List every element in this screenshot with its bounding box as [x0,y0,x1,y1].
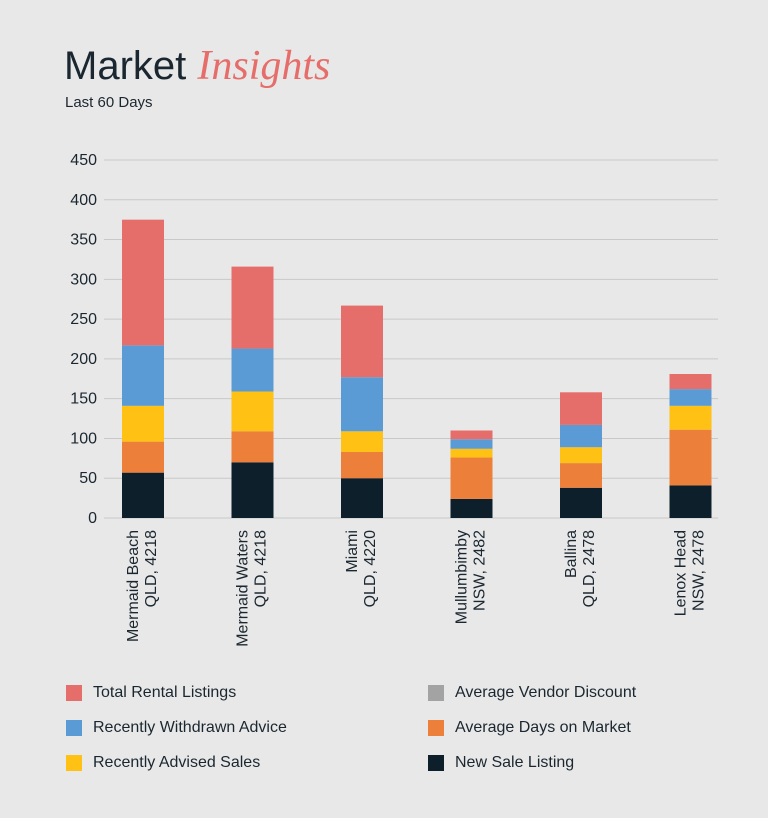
x-tick-label-line: QLD, 2478 [581,530,598,607]
legend-item: Total Rental Listings [66,684,236,702]
bar-segment [450,430,493,440]
bar-segment [122,405,164,442]
bar-segment [450,439,493,449]
x-tick-label: Mermaid WatersQLD, 4218 [235,530,270,647]
legend-swatch [428,755,444,771]
bar-segment [231,348,274,392]
x-tick-label: MiamiQLD, 4220 [344,530,379,607]
bar-segment [231,391,274,432]
legend-swatch [66,720,82,736]
legend-label: Total Rental Listings [93,684,237,701]
legend-label: Average Vendor Discount [455,684,637,701]
y-tick-label: 300 [70,271,97,288]
y-tick-label: 400 [70,192,97,209]
bar-segment [122,472,164,518]
legend-item: New Sale Listing [428,754,574,772]
stacked-bar-chart: 0 50 100 150 200 250 300 350 400 450 Mermaid Beach… [70,152,718,647]
y-tick-label: 0 [88,510,97,527]
bar-segment [341,451,383,479]
y-tick-label: 450 [70,152,97,169]
chart-title-accent: Insights [197,43,331,89]
x-tick-label-line: QLD, 4220 [362,530,379,607]
chart-subtitle: Last 60 Days [65,94,153,111]
bar-segment [560,487,602,518]
x-tick-label: BallinaQLD, 2478 [563,530,598,607]
bar-segment [450,457,493,499]
y-tick-label: 250 [70,311,97,328]
bar-segment [560,392,602,425]
y-tick-label: 200 [70,351,97,368]
x-tick-label: Lenox HeadNSW, 2478 [673,530,708,616]
bar-segment [341,305,383,378]
bar-segment [560,463,602,488]
legend-item: Recently Advised Sales [66,754,260,772]
legend-swatch [66,685,82,701]
x-tick-label: MullumbimbyNSW, 2482 [454,530,489,624]
x-tick-label-line: NSW, 2478 [691,530,708,611]
x-tick-label: Mermaid BeachQLD, 4218 [125,530,160,642]
chart-title-main: Market [64,44,187,88]
x-tick-label-line: Mermaid Beach [125,530,142,642]
legend-label: Recently Withdrawn Advice [93,719,287,736]
bar-segment [231,431,274,463]
bar-segment [669,374,712,390]
legend-label: New Sale Listing [455,754,575,771]
chart-legend: Total Rental Listings Average Vendor Disc… [66,680,706,790]
legend-label: Average Days on Market [455,719,631,736]
x-tick-label-line: Lenox Head [673,530,690,616]
y-tick-label: 100 [70,430,97,447]
bar-segment [669,429,712,486]
bar-segment [669,485,712,518]
bar-segment [560,447,602,464]
x-tick-label-line: NSW, 2482 [472,530,489,611]
bar-segment [122,345,164,406]
x-tick-label-line: Mullumbimby [454,530,471,624]
y-tick-label: 150 [70,391,97,408]
chart-title: Market Insights [64,40,330,92]
legend-label: Recently Advised Sales [93,754,261,771]
bar-segment [231,462,274,518]
x-tick-label-line: Ballina [563,530,580,578]
legend-swatch [428,720,444,736]
bar-segment [669,389,712,406]
legend-item: Average Days on Market [428,719,631,737]
bar-segment [341,478,383,518]
bar-segment [450,498,493,518]
bar-segment [341,431,383,452]
legend-swatch [428,685,444,701]
x-tick-label-line: Mermaid Waters [235,530,252,647]
bar-segment [669,405,712,430]
bar-segment [341,377,383,432]
bar-segment [122,441,164,473]
x-tick-label-line: Miami [344,530,361,573]
bar-segment [450,448,493,458]
bar-segment [560,424,602,448]
bar-segment [231,266,274,349]
y-tick-label: 350 [70,232,97,249]
legend-item: Average Vendor Discount [428,684,636,702]
y-tick-label: 50 [79,470,97,487]
legend-swatch [66,755,82,771]
legend-item: Recently Withdrawn Advice [66,719,287,737]
x-tick-label-line: QLD, 4218 [253,530,270,607]
x-tick-label-line: QLD, 4218 [143,530,160,607]
bar-segment [122,219,164,346]
